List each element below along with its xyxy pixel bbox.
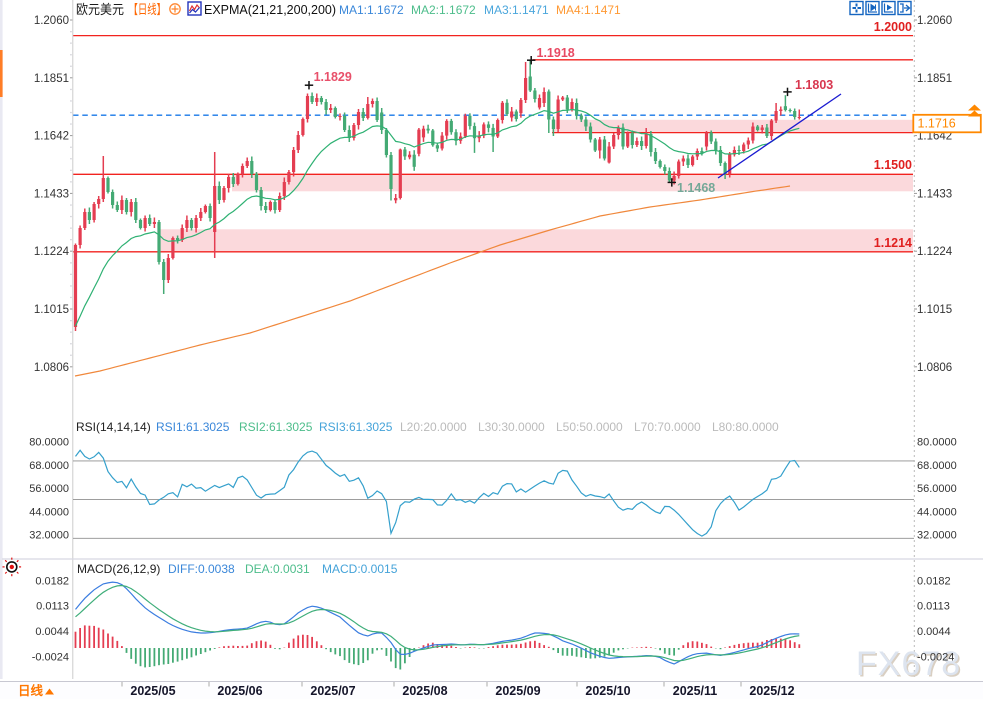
svg-text:1.2060: 1.2060 <box>917 15 952 27</box>
svg-text:DEA:0.0031: DEA:0.0031 <box>245 562 310 576</box>
svg-text:L20:20.0000: L20:20.0000 <box>400 420 467 434</box>
svg-text:-0.0024: -0.0024 <box>917 652 954 664</box>
svg-text:欧元美元: 欧元美元 <box>76 2 124 17</box>
svg-text:2025/08: 2025/08 <box>402 684 447 698</box>
svg-text:32.0000: 32.0000 <box>29 530 69 542</box>
svg-text:1.2000: 1.2000 <box>874 20 912 34</box>
svg-text:0.0044: 0.0044 <box>35 626 69 638</box>
svg-text:1.1642: 1.1642 <box>34 131 69 143</box>
svg-text:1.1918: 1.1918 <box>537 46 575 60</box>
svg-text:MA2:1.1672: MA2:1.1672 <box>411 3 476 17</box>
svg-text:1.1214: 1.1214 <box>874 236 912 250</box>
svg-text:L80:80.0000: L80:80.0000 <box>712 420 779 434</box>
svg-text:L30:30.0000: L30:30.0000 <box>478 420 545 434</box>
svg-text:32.0000: 32.0000 <box>917 530 957 542</box>
svg-text:2025/09: 2025/09 <box>495 684 540 698</box>
svg-text:1.1851: 1.1851 <box>917 73 952 85</box>
svg-text:2025/12: 2025/12 <box>749 684 794 698</box>
svg-text:1.1468: 1.1468 <box>677 181 715 195</box>
svg-text:1.1716: 1.1716 <box>918 117 956 131</box>
svg-text:2025/11: 2025/11 <box>673 684 718 698</box>
svg-text:0.0182: 0.0182 <box>35 576 69 588</box>
svg-text:2025/06: 2025/06 <box>217 684 262 698</box>
svg-text:MACD:0.0015: MACD:0.0015 <box>322 562 398 576</box>
svg-text:1.0806: 1.0806 <box>917 362 952 374</box>
svg-text:1.1015: 1.1015 <box>917 304 952 316</box>
svg-text:1.1803: 1.1803 <box>795 78 833 92</box>
svg-text:1.1224: 1.1224 <box>34 246 70 258</box>
svg-text:0.0182: 0.0182 <box>917 576 951 588</box>
svg-text:MACD(26,12,9): MACD(26,12,9) <box>77 562 160 576</box>
svg-text:44.0000: 44.0000 <box>29 507 69 519</box>
svg-text:1.1433: 1.1433 <box>917 188 952 200</box>
svg-text:56.0000: 56.0000 <box>917 483 957 495</box>
svg-text:RSI1:61.3025: RSI1:61.3025 <box>156 420 230 434</box>
svg-text:2025/10: 2025/10 <box>585 684 630 698</box>
svg-text:1.1642: 1.1642 <box>917 131 952 143</box>
svg-text:68.0000: 68.0000 <box>29 460 69 472</box>
svg-text:DIFF:0.0038: DIFF:0.0038 <box>168 562 235 576</box>
svg-text:80.0000: 80.0000 <box>917 437 957 449</box>
svg-text:1.1224: 1.1224 <box>917 246 953 258</box>
svg-text:MA1:1.1672: MA1:1.1672 <box>339 3 404 17</box>
svg-text:RSI3:61.3025: RSI3:61.3025 <box>319 420 393 434</box>
svg-text:-0.0024: -0.0024 <box>32 652 69 664</box>
svg-text:RSI(14,14,14): RSI(14,14,14) <box>76 420 151 434</box>
svg-text:80.0000: 80.0000 <box>29 437 69 449</box>
svg-text:44.0000: 44.0000 <box>917 507 957 519</box>
svg-text:1.1829: 1.1829 <box>314 70 352 84</box>
svg-text:68.0000: 68.0000 <box>917 460 957 472</box>
svg-text:56.0000: 56.0000 <box>29 483 69 495</box>
svg-text:1.1015: 1.1015 <box>34 304 69 316</box>
svg-text:0.0113: 0.0113 <box>917 601 950 613</box>
svg-text:MA3:1.1471: MA3:1.1471 <box>484 3 549 17</box>
svg-text:EXPMA(21,21,200,200): EXPMA(21,21,200,200) <box>204 3 336 17</box>
svg-text:FX678: FX678 <box>858 647 963 685</box>
svg-text:【日线】: 【日线】 <box>129 2 167 17</box>
svg-text:RSI2:61.3025: RSI2:61.3025 <box>239 420 313 434</box>
svg-text:2025/05: 2025/05 <box>130 684 175 698</box>
svg-text:L50:50.0000: L50:50.0000 <box>556 420 623 434</box>
svg-text:FX678: FX678 <box>856 645 961 683</box>
svg-text:2025/07: 2025/07 <box>310 684 355 698</box>
svg-text:1.1433: 1.1433 <box>34 188 69 200</box>
svg-text:MA4:1.1471: MA4:1.1471 <box>556 3 621 17</box>
svg-text:0.0044: 0.0044 <box>917 626 951 638</box>
svg-text:1.1851: 1.1851 <box>34 73 69 85</box>
svg-text:1.1500: 1.1500 <box>874 158 912 172</box>
svg-text:1.2060: 1.2060 <box>34 15 69 27</box>
svg-text:0.0113: 0.0113 <box>36 601 69 613</box>
svg-text:L70:70.0000: L70:70.0000 <box>634 420 701 434</box>
svg-text:日线: 日线 <box>18 683 44 698</box>
svg-text:1.0806: 1.0806 <box>34 362 69 374</box>
